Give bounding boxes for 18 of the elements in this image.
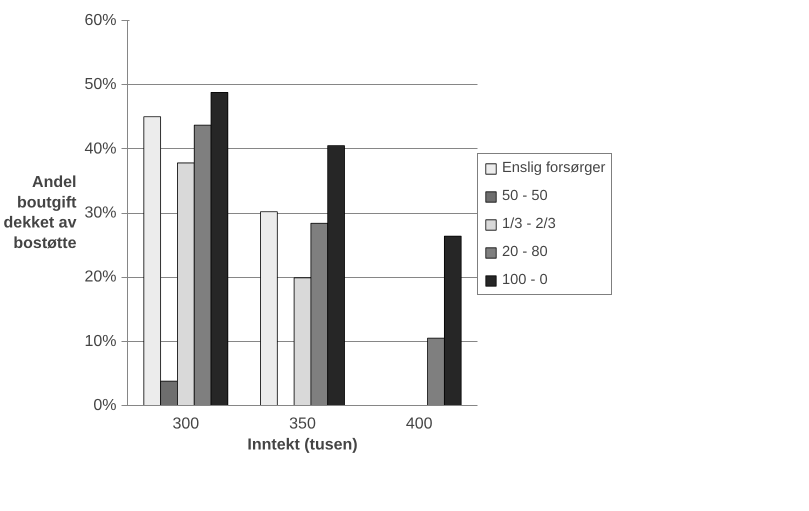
y-tick-label: 60%: [84, 12, 117, 29]
y-tick-label: 10%: [84, 332, 117, 350]
x-tick-label: 400: [406, 416, 433, 432]
x-tick-label: 300: [172, 416, 200, 432]
y-tick-label: 40%: [84, 140, 117, 158]
y-tick-label: 20%: [84, 268, 117, 286]
y-tick-label: 50%: [84, 76, 117, 94]
y-tick-label: 0%: [93, 397, 116, 414]
bar: [260, 211, 278, 406]
y-tick-label: 30%: [84, 204, 117, 222]
x-axis-title: Inntekt (tusen): [247, 436, 358, 454]
legend-label: 1/3 - 2/3: [502, 216, 556, 232]
legend-label: 20 - 80: [502, 244, 548, 260]
y-axis-title: Andel boutgift dekket av bostøtte: [4, 174, 78, 252]
legend-label: Enslig forsørger: [502, 160, 606, 176]
legend-label: 100 - 0: [502, 272, 548, 288]
x-tick-label: 350: [289, 416, 316, 432]
legend-label: 50 - 50: [502, 188, 548, 204]
